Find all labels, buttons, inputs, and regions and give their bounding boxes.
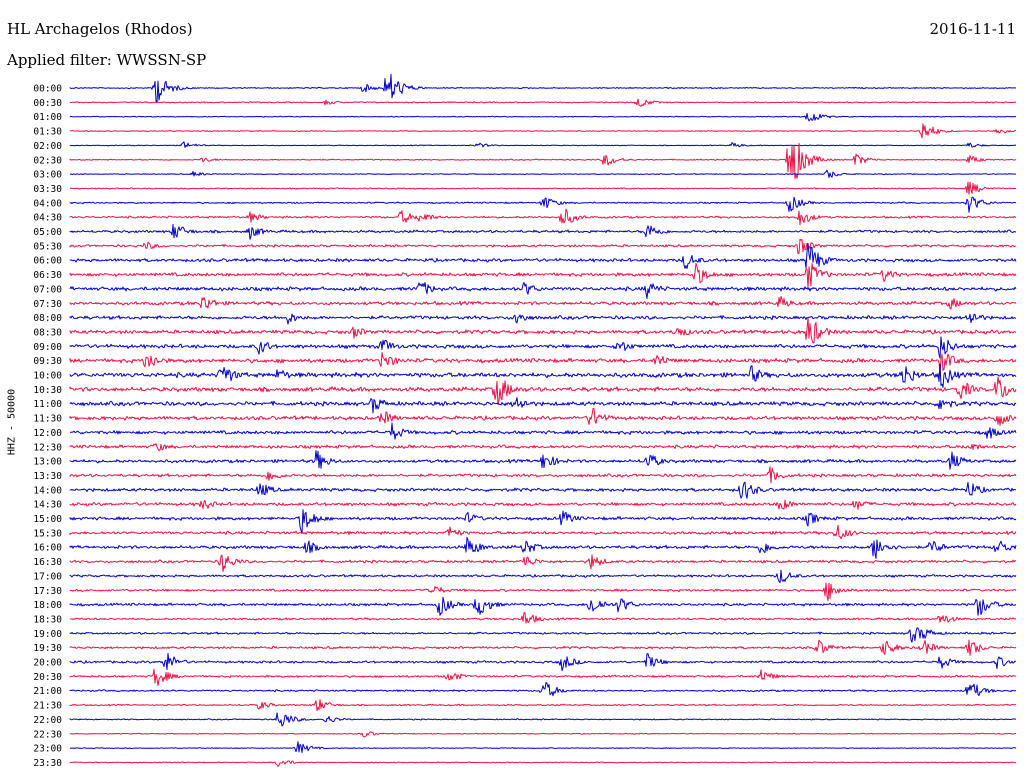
row-label: 20:00 — [33, 658, 62, 669]
trace-row — [70, 669, 1016, 685]
row-label: 00:30 — [33, 98, 62, 109]
row-label: 18:00 — [33, 600, 62, 611]
trace-row — [70, 197, 1016, 212]
trace-row — [70, 742, 1016, 753]
trace-row — [70, 263, 1016, 287]
row-label: 15:00 — [33, 514, 62, 525]
row-label: 17:30 — [33, 586, 62, 597]
trace-row — [70, 467, 1016, 483]
row-label: 15:30 — [33, 528, 62, 539]
row-label: 07:30 — [33, 299, 62, 310]
row-label: 03:30 — [33, 184, 62, 195]
trace-row — [70, 142, 1016, 148]
trace-row — [70, 538, 1016, 559]
row-label: 22:00 — [33, 715, 62, 726]
row-labels: 00:00 00:30 01:00 01:30 02:00 02:30 03:00 03:30… — [33, 84, 62, 769]
row-label: 16:30 — [33, 557, 62, 568]
trace-row — [70, 74, 1016, 103]
trace-row — [70, 239, 1016, 253]
trace-group — [70, 74, 1016, 766]
trace-row — [70, 597, 1016, 615]
trace-row — [70, 337, 1016, 358]
row-label: 11:30 — [33, 414, 62, 425]
row-label: 20:30 — [33, 672, 62, 683]
row-label: 05:30 — [33, 241, 62, 252]
trace-row — [70, 283, 1016, 299]
trace-row — [70, 124, 1016, 138]
trace-row — [70, 444, 1016, 451]
row-label: 12:00 — [33, 428, 62, 439]
row-label: 06:00 — [33, 256, 62, 267]
row-label: 22:30 — [33, 729, 62, 740]
row-label: 02:30 — [33, 155, 62, 166]
row-label: 11:00 — [33, 399, 62, 410]
row-label: 14:00 — [33, 485, 62, 496]
trace-row — [70, 451, 1016, 470]
trace-row — [70, 482, 1016, 498]
trace-row — [70, 423, 1016, 439]
trace-row — [70, 408, 1016, 425]
trace-row — [70, 296, 1016, 309]
row-label: 13:00 — [33, 457, 62, 468]
row-label: 04:00 — [33, 198, 62, 209]
trace-row — [70, 525, 1016, 538]
row-label: 01:00 — [33, 112, 62, 123]
row-label: 16:00 — [33, 543, 62, 554]
row-label: 02:00 — [33, 141, 62, 152]
trace-row — [70, 555, 1016, 572]
trace-row — [70, 640, 1016, 655]
row-label: 19:30 — [33, 643, 62, 654]
trace-row — [70, 761, 1016, 767]
trace-row — [70, 613, 1016, 623]
row-label: 10:30 — [33, 385, 62, 396]
trace-row — [70, 570, 1016, 583]
row-label: 12:30 — [33, 442, 62, 453]
trace-row — [70, 510, 1016, 534]
row-label: 18:30 — [33, 614, 62, 625]
row-label: 23:00 — [33, 744, 62, 755]
trace-row — [70, 583, 1016, 601]
row-label: 09:30 — [33, 356, 62, 367]
row-label: 14:30 — [33, 500, 62, 511]
trace-row — [70, 654, 1016, 671]
row-label: 03:00 — [33, 170, 62, 181]
row-label: 08:30 — [33, 327, 62, 338]
row-label: 19:00 — [33, 629, 62, 640]
trace-row — [70, 209, 1016, 225]
row-label: 06:30 — [33, 270, 62, 281]
row-label: 04:30 — [33, 213, 62, 224]
trace-row — [70, 225, 1016, 240]
trace-row — [70, 243, 1016, 268]
row-label: 21:30 — [33, 701, 62, 712]
row-label: 21:00 — [33, 686, 62, 697]
row-label: 09:00 — [33, 342, 62, 353]
row-label: 00:00 — [33, 84, 62, 95]
trace-row — [70, 500, 1016, 509]
trace-row — [70, 364, 1016, 387]
trace-row — [70, 628, 1016, 642]
trace-row — [70, 318, 1016, 343]
row-label: 01:30 — [33, 127, 62, 138]
row-label: 05:00 — [33, 227, 62, 238]
trace-row — [70, 732, 1016, 737]
row-label: 10:00 — [33, 371, 62, 382]
trace-row — [70, 99, 1016, 106]
trace-row — [70, 700, 1016, 711]
row-label: 13:30 — [33, 471, 62, 482]
row-label: 23:30 — [33, 758, 62, 769]
trace-row — [70, 182, 1016, 194]
row-label: 08:00 — [33, 313, 62, 324]
trace-row — [70, 713, 1016, 726]
trace-row — [70, 170, 1016, 177]
trace-row — [70, 377, 1016, 405]
trace-row — [70, 113, 1016, 121]
row-label: 17:00 — [33, 571, 62, 582]
trace-row — [70, 398, 1016, 413]
row-label: 07:00 — [33, 284, 62, 295]
trace-row — [70, 314, 1016, 324]
trace-row — [70, 353, 1016, 374]
trace-row — [70, 683, 1016, 696]
